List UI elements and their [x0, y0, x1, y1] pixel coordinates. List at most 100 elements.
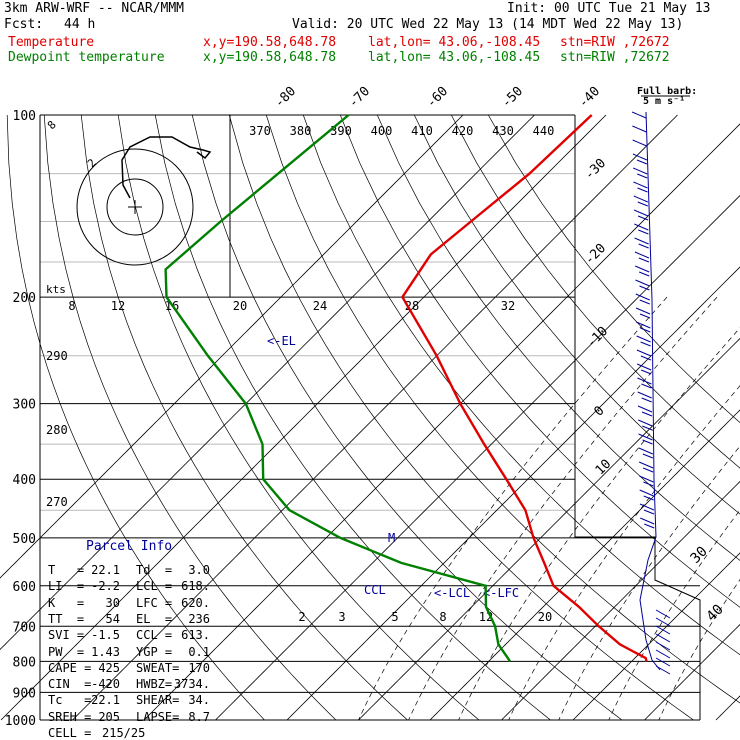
lower-mixing-label: 2 [298, 610, 305, 624]
lower-mixing-label: 3 [338, 610, 345, 624]
isotherm [286, 266, 740, 721]
wind-barb-half [639, 285, 650, 291]
parcel-row-cell: 0.1 [188, 644, 210, 659]
dry-adiabat [488, 114, 740, 424]
wind-barb [640, 517, 655, 525]
latlon-red: lat,lon= 43.06,-108.45 [368, 35, 541, 50]
theta-label: 380 [290, 124, 312, 138]
parcel-row-cell: CCL = [136, 628, 173, 643]
mixing-ratio-label: 32 [501, 299, 515, 313]
mixing-ratio-label: 8 [68, 299, 75, 313]
pressure-label: 700 [13, 620, 36, 635]
wind-barb-half [640, 327, 651, 333]
isotherm-label: -80 [272, 84, 299, 111]
pressure-label: 900 [13, 686, 36, 701]
parcel-row-cell: EL = [136, 611, 173, 626]
wind-barb-half [639, 299, 650, 305]
wind-barb [634, 223, 649, 231]
parcel-row-cell: 30 [105, 595, 120, 610]
dewpoint-label: Dewpoint temperature [8, 50, 165, 65]
parcel-row-cell: 236 [188, 611, 210, 626]
wind-barb-half [642, 439, 653, 445]
lower-mixing-label: 5 [391, 610, 398, 624]
dry-adiabat [191, 114, 623, 721]
isotherm-label: -60 [424, 84, 451, 111]
wind-barb-half [643, 481, 654, 487]
theta-label: 400 [371, 124, 393, 138]
lfc-annotation: <-LFC [483, 586, 519, 600]
moist-adiabat [608, 509, 740, 721]
wind-barb-half [644, 523, 655, 529]
parcel-row-cell: 620. [181, 595, 210, 610]
wind-barb [639, 489, 654, 497]
wind-barb [636, 335, 651, 343]
side-theta-label: 280 [46, 423, 68, 437]
wind-barb-low [655, 657, 671, 667]
station-red: stn=RIW ,72672 [560, 35, 670, 50]
dewpoint-line [164, 114, 512, 663]
wind-barb [632, 153, 648, 161]
parcel-row-cell: 3734. [173, 677, 210, 692]
hodograph-label: 8 [45, 118, 59, 132]
hodograph-ring [76, 148, 194, 266]
parcel-row-cell: 8.7 [188, 709, 210, 724]
xy-coords-red: x,y=190.58,648.78 [203, 35, 337, 50]
pressure-label: 600 [13, 580, 36, 595]
parcel-info-panel: Parcel Info T = 22.1 Td = 3.0 LI = -2.2 LCL = 6… [40, 537, 230, 740]
wind-barb [638, 447, 654, 455]
latlon-green: lat,lon= 43.06,-108.45 [368, 50, 541, 65]
wind-barb-low [655, 649, 671, 659]
dry-adiabat [6, 114, 265, 721]
dry-adiabat [154, 114, 551, 721]
parcel-row-cell: 54 [105, 611, 120, 626]
el-annotation: <-EL [267, 334, 296, 348]
theta-label: 430 [492, 124, 514, 138]
wind-barb-half [643, 509, 655, 515]
isotherm [644, 623, 740, 721]
wind-barb-low [655, 609, 671, 619]
wind-barb [637, 405, 653, 413]
parcel-row-cell: K = [48, 595, 85, 610]
parcel-row-cell: HWBZ= [136, 677, 173, 692]
wind-barb-half [641, 397, 652, 403]
moist-adiabat [658, 578, 740, 721]
parcel-row-cell: 22.1 [91, 563, 120, 577]
hodograph-trace [121, 136, 212, 199]
wind-barb [635, 279, 650, 287]
parcel-row-cell: SHEAR= [136, 693, 180, 708]
parcel-row-cell: CIN = [48, 677, 92, 692]
station-green: stn=RIW ,72672 [560, 50, 670, 65]
dry-adiabat [450, 114, 740, 469]
dry-adiabat [376, 114, 740, 561]
hodograph-ring [106, 178, 164, 236]
pressure-label: 400 [13, 473, 36, 488]
dry-adiabat [117, 114, 480, 721]
wind-barb-low [655, 617, 671, 627]
wind-barb [636, 349, 652, 357]
isotherm [215, 194, 740, 721]
parcel-row-cell: -420 [91, 677, 120, 692]
parcel-row-cell: CAPE = [48, 660, 92, 675]
wind-barb [633, 181, 648, 189]
wind-barb [638, 419, 653, 427]
wind-barb [636, 321, 651, 329]
wind-side-label: 30 [688, 544, 711, 567]
xy-coords-green: x,y=190.58,648.78 [203, 50, 337, 65]
theta-label: 440 [533, 124, 555, 138]
wind-barb [635, 293, 650, 301]
isotherm-label: -20 [582, 241, 609, 268]
wind-barb [634, 237, 649, 245]
pressure-label: 200 [13, 291, 36, 306]
isotherm-label: -30 [582, 156, 609, 183]
wind-barb-half [638, 257, 650, 263]
lower-mixing-label: 8 [439, 610, 446, 624]
isotherm-label: -70 [346, 84, 373, 111]
parcel-row-cell: LCL = [136, 579, 173, 594]
parcel-row-cell: SVI = [48, 628, 85, 643]
parcel-row-cell: SREH = [48, 709, 92, 724]
wind-barb [635, 265, 650, 273]
isotherm [0, 114, 464, 579]
ccl-annotation: CCL [364, 583, 386, 597]
parcel-row-cell: Td = [136, 563, 173, 577]
isotherm [572, 552, 740, 721]
